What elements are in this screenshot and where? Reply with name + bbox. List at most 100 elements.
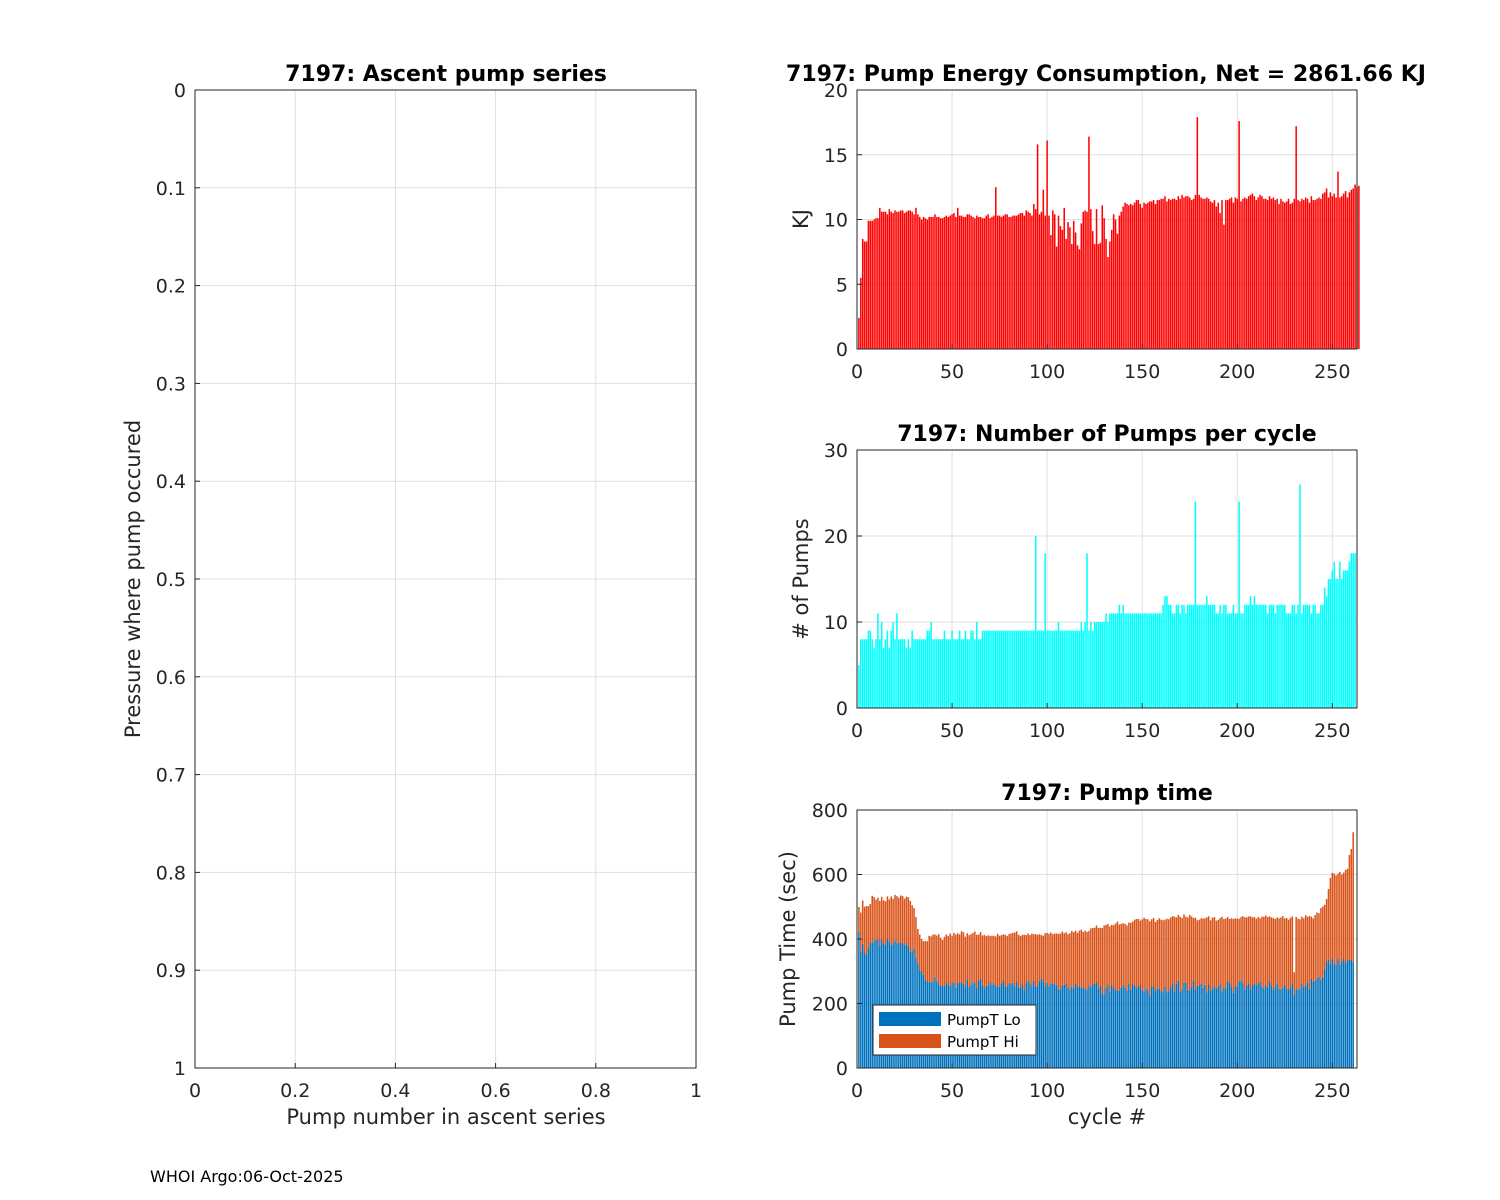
pumps-bar [1259,604,1261,708]
pumptime-hi-bar [972,932,974,983]
pumps-bar [1160,613,1162,708]
pumps-bar [1162,604,1164,708]
energy-bar [1333,193,1335,349]
pumps-bar [1004,630,1007,708]
energy-bar [1274,200,1277,349]
pumps-bar [1253,596,1256,708]
ascent-xlabel: Pump number in ascent series [286,1105,605,1129]
pumptime-lo-bar [1213,986,1216,1068]
energy-bar [1021,213,1024,349]
pumptime-hi-bar [1348,854,1351,960]
pumptime-hi-bar [1335,875,1337,965]
pumptime-lo-bar [1251,985,1254,1068]
pumptime-hi-bar [880,896,883,940]
pumps-bar [972,630,974,708]
energy-bar [1137,200,1140,349]
energy-bar [1019,213,1022,349]
pumptime-hi-bar [886,896,889,939]
pumps-bar [890,630,892,708]
pumptime-lo-bar [1253,983,1256,1068]
energy-bar [1025,210,1027,349]
pumptime-hi-bar [1202,918,1204,988]
energy-bar [1052,210,1054,349]
energy-bar [1198,194,1200,349]
pumptime-hi-bar [1278,918,1280,989]
energy-bar [1247,196,1250,349]
pumptime-hi-bar [1291,916,1294,984]
pumps-bar [1206,596,1208,708]
pumps-bar [892,622,894,708]
energy-bar [1074,232,1077,349]
pumps-bar [1164,596,1166,708]
pumptime-lo-bar [1187,989,1189,1068]
energy-xtick-label: 200 [1219,361,1255,383]
pumptime-lo-bar [1055,984,1058,1068]
pumptime-hi-bar [989,935,991,983]
energy-bar [1323,192,1326,349]
energy-bar [930,216,932,349]
pumps-bar [985,630,988,708]
energy-bar [1272,197,1275,349]
pumptime-lo-bar [1067,988,1069,1068]
pumptime-hi-bar [1232,919,1235,993]
pumps-bar [1346,570,1349,708]
pumptime-hi-bar [1341,874,1343,962]
pumptime-lo-bar [1074,983,1077,1068]
pumptime-hi-bar [1342,872,1345,959]
energy-bar [1211,202,1214,349]
pumptime-lo-bar [1046,982,1048,1068]
pumps-bar [1109,613,1111,708]
pumptime-hi-bar [1238,918,1240,981]
pumptime-lo-bar [1310,978,1313,1068]
pumptime-hi-bar [1105,924,1107,988]
energy-bar [1093,244,1096,349]
pumps-bar [920,639,923,708]
pumptime-hi-bar [1312,918,1315,982]
pumptime-ytick-label: 400 [812,929,848,951]
pumps-bar [1306,604,1309,708]
pumps-bar [951,630,953,708]
pumptime-xtick-label: 100 [1029,1080,1065,1102]
energy-bar [1270,198,1273,349]
pumps-bar [1187,604,1189,708]
pumptime-hi-bar [1236,918,1238,987]
legend-swatch-hi [879,1034,941,1048]
energy-bar [932,216,934,349]
pumps-bar [877,613,879,708]
energy-bars [858,117,1360,350]
energy-ytick-label: 5 [836,274,848,296]
pumps-bar [976,622,978,708]
pumptime-lo-bar [1194,989,1197,1068]
pumptime-hi-bar [1242,916,1244,984]
pumps-bar [1158,613,1161,708]
energy-bar [1285,201,1288,349]
pumps-bar [1272,604,1275,708]
energy-xtick-label: 50 [940,361,964,383]
pumptime-lo-bar [1350,959,1353,1068]
pumps-bar [1069,630,1071,708]
energy-bar [991,216,993,349]
pumptime-hi-bar [1029,935,1031,984]
pumptime-lo-bar [1304,986,1307,1068]
pumptime-hi-bar [1308,916,1311,990]
energy-bar [1310,196,1313,349]
pumptime-hi-bar [1221,916,1223,992]
pumptime-lo-bar [1337,958,1339,1068]
energy-bar [1012,215,1014,349]
pumptime-lo-bar [1255,985,1257,1068]
pumps-bar [1278,604,1280,708]
energy-bar [1261,196,1263,349]
pumps-bar [913,639,915,708]
pumptime-hi-bar [1036,934,1039,987]
ascent-xtick-label: 0.6 [480,1080,510,1102]
pumps-bar [1318,613,1320,708]
pumptime-hi-bar [960,931,963,983]
pumptime-ytick-label: 0 [836,1058,848,1080]
energy-bar [903,213,906,349]
pumptime-hi-bar [1266,917,1269,988]
pumps-bar [1177,604,1180,708]
pumps-bar [1325,596,1328,708]
pumptime-xtick-label: 250 [1314,1080,1350,1102]
pumptime-hi-bar [924,940,927,981]
pumptime-lo-bar [1065,983,1067,1068]
